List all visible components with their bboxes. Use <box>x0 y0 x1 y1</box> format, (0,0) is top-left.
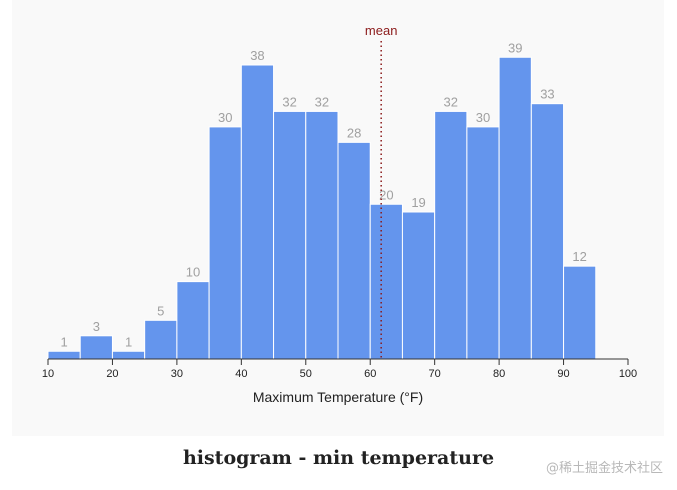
x-tick-label: 10 <box>42 368 54 380</box>
histogram-bar <box>401 211 436 360</box>
bar-count-label: 39 <box>508 40 522 55</box>
mean-marker: mean <box>365 23 398 359</box>
histogram-bar <box>79 335 113 360</box>
histogram-bar <box>337 141 371 360</box>
x-tick-label: 80 <box>493 368 505 380</box>
histogram-bar <box>498 56 532 360</box>
histogram-bar <box>111 350 146 360</box>
histogram-bar <box>434 110 468 360</box>
bar-count-label: 33 <box>540 87 554 102</box>
x-tick-label: 60 <box>364 368 376 380</box>
bar-count-label: 38 <box>250 48 264 63</box>
bar-count-label: 1 <box>125 334 132 349</box>
chart-panel: 1 3 1 5 10 30 38 32 32 28 20 19 32 30 39 33 12 10 20 30 40 5… <box>12 0 664 436</box>
x-tick-label: 90 <box>557 368 569 380</box>
watermark-text: @稀土掘金技术社区 <box>545 461 663 476</box>
bar-count-label: 10 <box>186 265 200 280</box>
bar-count-label: 20 <box>379 187 393 202</box>
bar-count-label: 30 <box>476 110 490 125</box>
histogram-bar <box>240 64 275 360</box>
x-tick-label: 20 <box>106 368 118 380</box>
bar-count-label: 3 <box>93 319 100 334</box>
x-tick-label: 70 <box>429 368 441 380</box>
bar-count-label: 32 <box>315 94 329 109</box>
histogram-bar <box>369 203 403 360</box>
histogram-bar <box>208 126 242 360</box>
histogram-bar <box>273 110 307 360</box>
x-axis: 10 20 30 40 50 60 70 80 90 100 <box>42 358 637 380</box>
histogram-chart: 1 3 1 5 10 30 38 32 32 28 20 19 32 30 39 33 12 10 20 30 40 5… <box>42 23 637 405</box>
histogram-bar <box>144 319 178 360</box>
x-axis-label: Maximum Temperature (°F) <box>253 389 423 405</box>
histogram-bar <box>466 126 500 360</box>
bar-count-label: 5 <box>157 303 164 318</box>
histogram-bar <box>530 103 565 360</box>
x-tick-label: 50 <box>300 368 312 380</box>
bar-count-label: 1 <box>60 334 67 349</box>
histogram-bar <box>47 350 81 360</box>
bar-count-label: 19 <box>411 195 425 210</box>
bars-group <box>47 56 597 360</box>
histogram-bar <box>305 110 339 360</box>
histogram-bar <box>563 265 597 360</box>
bar-count-label: 28 <box>347 125 361 140</box>
chart-caption: histogram - min temperature <box>182 447 495 469</box>
x-tick-label: 30 <box>171 368 183 380</box>
mean-label: mean <box>365 23 398 38</box>
bar-count-label: 32 <box>444 94 458 109</box>
bar-count-label: 30 <box>218 110 232 125</box>
count-labels-group: 1 3 1 5 10 30 38 32 32 28 20 19 32 30 39 33 12 <box>60 40 586 349</box>
histogram-bar <box>176 281 210 360</box>
bar-count-label: 12 <box>572 249 586 264</box>
x-tick-label: 100 <box>619 368 637 380</box>
x-tick-label: 40 <box>235 368 247 380</box>
bar-count-label: 32 <box>282 94 296 109</box>
